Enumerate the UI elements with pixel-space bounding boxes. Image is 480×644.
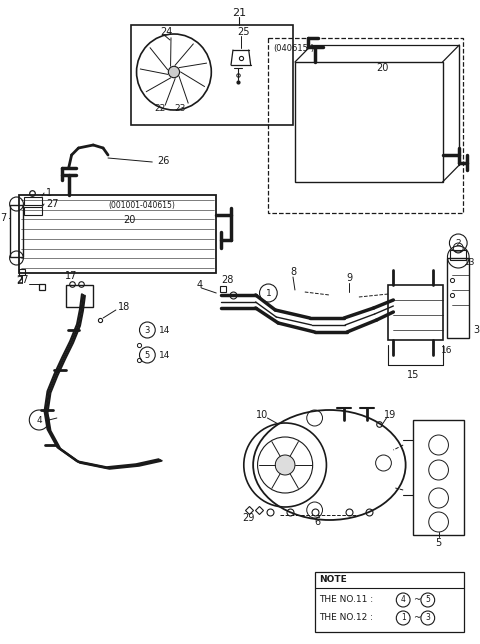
Text: 3: 3 (473, 325, 479, 335)
Text: 9: 9 (346, 273, 352, 283)
Text: 18: 18 (118, 302, 130, 312)
Bar (24, 197, 42, 205)
Text: 29: 29 (242, 513, 255, 523)
Bar (20, 195, 216, 273)
Bar (131, 25, 293, 125)
Bar (388, 285, 443, 340)
Text: 1: 1 (401, 614, 406, 623)
Text: 23: 23 (174, 104, 185, 113)
Bar (295, 62, 443, 182)
Text: 5: 5 (145, 350, 150, 359)
Text: 6: 6 (314, 517, 321, 527)
Text: 3: 3 (425, 614, 430, 623)
Text: (001001-040615): (001001-040615) (108, 200, 175, 209)
Bar (24, 207, 42, 215)
Text: 20: 20 (377, 63, 389, 73)
Text: THE NO.12 :: THE NO.12 : (320, 614, 373, 623)
Text: 7: 7 (0, 213, 7, 223)
Text: 2: 2 (456, 238, 461, 247)
Text: 1: 1 (46, 188, 52, 198)
Text: NOTE: NOTE (320, 576, 348, 585)
Text: 8: 8 (290, 267, 296, 277)
Text: 5: 5 (425, 596, 430, 605)
Text: 21: 21 (232, 8, 246, 18)
Text: 16: 16 (441, 345, 452, 354)
Text: 15: 15 (407, 370, 419, 380)
Text: 2: 2 (16, 276, 23, 286)
Text: 27: 27 (46, 199, 59, 209)
Text: 1: 1 (265, 289, 271, 298)
Text: 14: 14 (159, 350, 170, 359)
Bar (268, 38, 463, 213)
Text: 4: 4 (36, 415, 42, 424)
Text: ~: ~ (413, 596, 420, 605)
Text: ~: ~ (413, 614, 420, 623)
Bar (447, 258, 469, 338)
Bar (450, 250, 466, 260)
Circle shape (168, 66, 180, 78)
Text: 10: 10 (255, 410, 268, 420)
Text: 4: 4 (401, 596, 406, 605)
Text: 19: 19 (384, 410, 396, 420)
Bar (10, 205, 24, 257)
Text: 20: 20 (123, 215, 135, 225)
Text: 4: 4 (197, 280, 203, 290)
Text: 17: 17 (65, 271, 78, 281)
Bar (66, 285, 93, 307)
Text: (040615-): (040615-) (273, 44, 314, 53)
Bar (413, 420, 464, 535)
Text: 22: 22 (154, 104, 166, 113)
Circle shape (275, 455, 295, 475)
Text: 27: 27 (16, 275, 29, 285)
Bar (314, 572, 464, 632)
Text: THE NO.11 :: THE NO.11 : (320, 596, 373, 605)
Text: 24: 24 (160, 27, 172, 37)
Text: 14: 14 (159, 325, 170, 334)
Text: 3: 3 (144, 325, 150, 334)
Text: 28: 28 (221, 275, 234, 285)
Text: 5: 5 (435, 538, 442, 548)
Text: 13: 13 (464, 258, 476, 267)
Text: 26: 26 (157, 156, 169, 166)
Text: 25: 25 (237, 27, 250, 37)
